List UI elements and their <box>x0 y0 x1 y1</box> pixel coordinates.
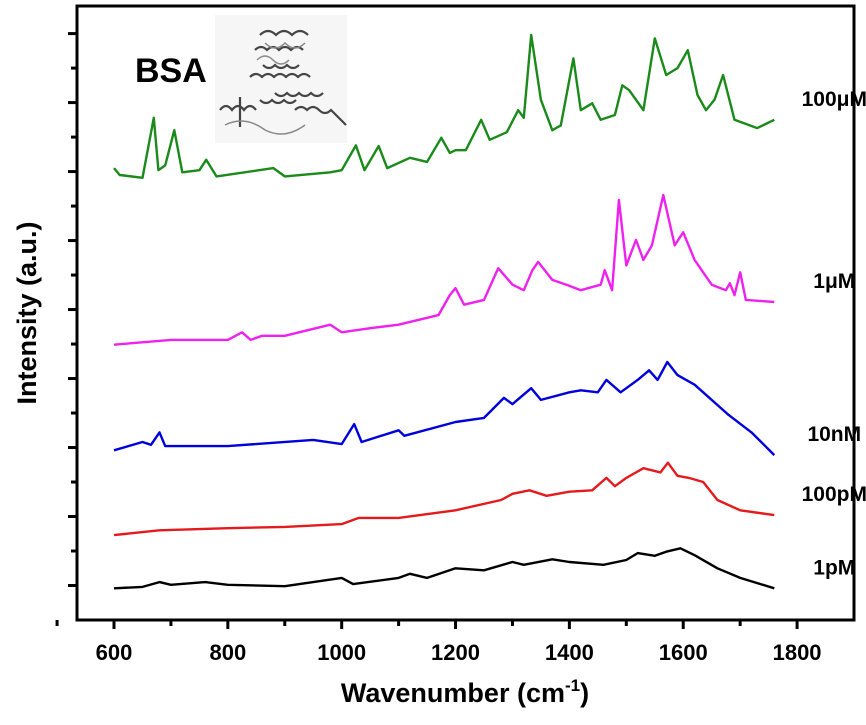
series-label: 10nM <box>807 423 861 446</box>
x-tick-label: 1000 <box>317 640 366 665</box>
plot-frame <box>75 4 856 622</box>
x-axis-ticks: 600 800 1000 1200 1400 1600 1800 <box>55 620 822 665</box>
series-label: 1μM <box>813 270 855 293</box>
series-label: 100pM <box>802 483 866 506</box>
x-tick-label: 1600 <box>659 640 708 665</box>
series-label: 100μM <box>802 88 866 111</box>
x-tick-label: 800 <box>209 640 246 665</box>
bsa-protein-structure-image <box>215 15 347 143</box>
x-tick-label: 600 <box>96 640 133 665</box>
series-line-100μM <box>113 33 775 179</box>
x-axis-label-main: Wavenumber (cm <box>341 678 565 708</box>
series-labels: 1pM 100pM 10nM 1μM 100μM <box>802 88 866 579</box>
bsa-annotation: BSA <box>135 52 207 90</box>
x-tick-label: 1800 <box>773 640 822 665</box>
series-line-10nM <box>113 360 776 456</box>
x-tick-label: 1400 <box>545 640 594 665</box>
series-line-1μM <box>113 193 775 346</box>
y-axis-ticks <box>68 32 77 588</box>
y-axis-label: Intensity (a.u.) <box>12 221 42 404</box>
x-axis-label: Wavenumber (cm-1) <box>341 676 589 708</box>
series-line-1pM <box>113 547 775 590</box>
series-group <box>113 33 776 590</box>
x-tick-label: 1200 <box>431 640 480 665</box>
series-label: 1pM <box>813 556 855 579</box>
x-axis-label-end: ) <box>580 678 589 708</box>
x-axis-label-superscript: -1 <box>565 676 580 695</box>
series-line-100pM <box>113 461 775 537</box>
